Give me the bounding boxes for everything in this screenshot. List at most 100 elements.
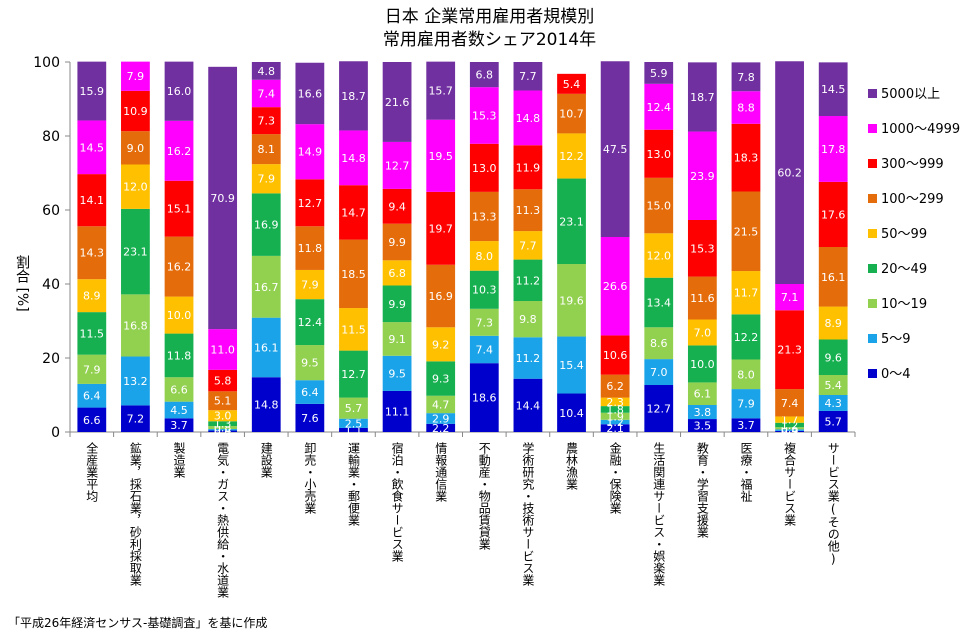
bar-segment <box>600 419 630 425</box>
bar-segment <box>469 87 499 144</box>
bar-segment <box>164 296 194 334</box>
category-label: 建設業 <box>259 442 273 478</box>
data-label: 11.2 <box>516 352 541 365</box>
data-label: 14.8 <box>341 152 366 165</box>
data-label: 12.7 <box>341 368 366 381</box>
bar-segment <box>77 120 107 175</box>
category-label: サービス業(その他) <box>826 442 840 566</box>
data-label: 8.1 <box>258 143 276 156</box>
data-label: 15.9 <box>80 85 105 98</box>
bar-segment <box>513 301 543 338</box>
bar-segment <box>208 421 238 427</box>
data-label: 19.5 <box>428 150 453 163</box>
bar-segment <box>731 389 761 419</box>
bar-segment <box>644 129 674 178</box>
bar-segment <box>339 130 368 186</box>
data-label: 7.2 <box>127 413 145 426</box>
data-label: 1.8 <box>606 403 624 416</box>
bar-segment <box>731 123 761 192</box>
data-label: 18.5 <box>341 268 366 281</box>
data-label: 12.0 <box>123 181 148 194</box>
bar-segment <box>295 403 325 432</box>
data-label: 19.7 <box>428 222 453 235</box>
bar-segment <box>121 208 150 295</box>
data-label: 5.7 <box>345 402 363 415</box>
data-label: 12.7 <box>298 197 323 210</box>
data-label: 9.9 <box>388 236 406 249</box>
data-label: 13.0 <box>647 148 672 161</box>
data-label: 12.7 <box>647 403 672 416</box>
bar-segment <box>339 350 368 398</box>
bar-segment <box>77 354 107 384</box>
bar-segment <box>77 279 107 313</box>
bar-segment <box>426 191 456 265</box>
data-label: 12.4 <box>647 101 672 114</box>
bar-segment <box>77 174 107 227</box>
bar-segment <box>295 345 325 381</box>
legend-label: 10～19 <box>881 297 927 312</box>
bar-segment <box>775 416 804 423</box>
bar-segment <box>731 271 761 315</box>
legend-label: 1000～4999 <box>881 122 960 137</box>
y-tick-label: 100 <box>33 55 60 71</box>
category-label: 学術研究・技術サービス業 <box>521 441 535 586</box>
data-label: 7.4 <box>476 343 494 356</box>
data-label: 5.4 <box>563 78 581 91</box>
data-label: 2.3 <box>606 396 624 409</box>
bar-segment <box>469 143 499 192</box>
bar-segment <box>164 377 194 402</box>
data-label: 10.9 <box>123 105 148 118</box>
bar-segment <box>339 239 368 309</box>
data-label: 8.6 <box>650 337 668 350</box>
data-label: 16.7 <box>254 281 279 294</box>
data-label: 14.1 <box>80 194 105 207</box>
data-label: 9.9 <box>388 298 406 311</box>
y-tick-label: 80 <box>42 129 60 145</box>
bar-segment <box>426 413 456 424</box>
bar-segment <box>382 62 412 142</box>
bar-segment <box>687 345 717 383</box>
legend-label: 100～299 <box>881 192 944 207</box>
category-label: 複合サービス業 <box>783 441 797 526</box>
bar-segment <box>775 389 804 417</box>
data-label: 16.1 <box>821 271 846 284</box>
data-label: 7.9 <box>83 363 101 376</box>
data-label: 3.8 <box>694 406 712 419</box>
legend-swatch <box>868 369 877 378</box>
data-label: 7.4 <box>781 397 799 410</box>
category-label: 教育・学習支援業 <box>695 441 709 538</box>
bar-segment <box>121 164 150 209</box>
data-label: 7.8 <box>737 71 755 84</box>
data-label: 14.4 <box>516 399 541 412</box>
bar-segment <box>469 241 499 271</box>
bar-segment <box>775 430 804 432</box>
data-label: 16.9 <box>254 219 279 232</box>
data-label: 16.2 <box>167 261 192 274</box>
data-label: 9.3 <box>432 373 450 386</box>
data-label: 16.2 <box>167 145 192 158</box>
y-tick-label: 60 <box>42 203 60 219</box>
data-label: 11.1 <box>385 405 410 418</box>
data-label: 11.3 <box>516 204 541 217</box>
bar-segment <box>208 66 238 330</box>
bar-segment <box>208 426 238 430</box>
bar-segment <box>295 299 325 346</box>
legend-swatch <box>868 334 877 343</box>
data-label: 23.1 <box>559 215 584 228</box>
bar-segment <box>818 410 848 432</box>
bar-segment <box>164 401 194 419</box>
legend-label: 0～4 <box>881 367 911 382</box>
data-label: 2.9 <box>432 412 450 425</box>
bar-segment <box>208 369 238 392</box>
data-label: 19.6 <box>559 294 584 307</box>
bar-segment <box>77 312 107 355</box>
category-label: 生活関連サービス・娯楽業 <box>652 442 666 586</box>
data-label: 6.4 <box>83 390 101 403</box>
bar-segment <box>513 189 543 232</box>
data-label: 5.1 <box>214 395 232 408</box>
legend-label: 20～49 <box>881 262 927 277</box>
data-label: 7.3 <box>258 115 276 128</box>
bar-segment <box>557 178 586 265</box>
category-label: 製造業 <box>172 442 186 478</box>
